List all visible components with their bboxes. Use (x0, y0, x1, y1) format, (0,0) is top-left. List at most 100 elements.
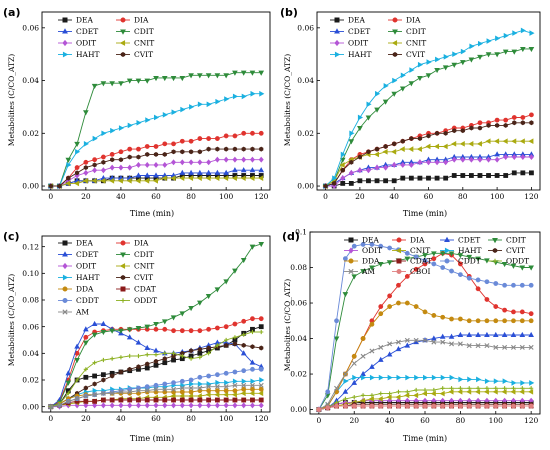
x-tick-label: 120 (254, 192, 269, 201)
legend-item: CDET (330, 27, 370, 36)
data-point (205, 73, 212, 79)
data-point (325, 401, 331, 407)
data-point (434, 130, 440, 136)
data-point (127, 353, 132, 359)
data-point (378, 304, 384, 309)
data-point (118, 164, 124, 171)
data-point (135, 161, 141, 168)
legend-label: CVIT (506, 246, 525, 255)
data-point (457, 341, 463, 347)
data-point (404, 337, 410, 343)
legend-label: DDA (76, 285, 94, 294)
data-point (377, 356, 384, 362)
data-point (145, 151, 150, 157)
data-point (241, 318, 247, 324)
legend-marker (334, 28, 340, 34)
data-point (460, 128, 465, 134)
legend: DEA DIA CDET CDIT ODIT CNIT HAHT CVIT DDA CDAT CDD… (344, 236, 529, 276)
data-point (206, 381, 212, 387)
data-point (258, 316, 264, 322)
data-point (109, 328, 115, 334)
data-point (215, 146, 220, 152)
data-point (240, 175, 246, 181)
data-point (366, 101, 372, 108)
data-point (529, 112, 534, 118)
data-point (170, 315, 177, 321)
legend-label: CNIT (134, 39, 154, 48)
data-point (392, 77, 398, 84)
data-point (249, 175, 255, 181)
data-point (334, 403, 339, 409)
legend-marker (391, 40, 398, 46)
data-point (377, 261, 384, 268)
data-point (196, 175, 202, 181)
data-point (241, 382, 247, 388)
data-point (519, 344, 525, 350)
data-point (466, 318, 472, 324)
legend-label: HAHT (76, 50, 100, 59)
legend-item: CDET (440, 236, 480, 245)
data-point (519, 403, 525, 409)
legend-label: CDIT (506, 236, 526, 245)
data-point (423, 374, 429, 381)
data-point (65, 180, 71, 187)
data-point (431, 387, 436, 393)
data-point (206, 159, 212, 166)
data-point (126, 177, 132, 184)
data-point (386, 351, 393, 357)
data-point (396, 389, 401, 394)
x-tick-label: 40 (385, 416, 395, 425)
data-point (460, 48, 466, 55)
data-point (422, 258, 428, 263)
data-point (101, 377, 106, 383)
data-point (214, 325, 220, 331)
data-point (110, 356, 115, 361)
data-point (258, 366, 264, 372)
legend-marker (62, 309, 68, 315)
data-point (188, 328, 194, 334)
legend: DEA DIA CDET CDIT ODIT CNIT HAHT CVIT DDA CDAT CDD… (58, 239, 157, 317)
legend-item: DIA (116, 16, 149, 25)
data-point (383, 83, 389, 89)
legend-label: DEA (76, 16, 93, 25)
legend-marker (492, 258, 498, 264)
y-tick-label: 0.08 (22, 296, 39, 305)
data-point (249, 167, 256, 173)
data-point (469, 43, 475, 50)
data-point (511, 318, 516, 324)
y-tick-label: 0.02 (22, 376, 39, 385)
data-point (66, 391, 71, 396)
legend-label: DEA (348, 16, 365, 25)
data-point (383, 178, 389, 184)
data-point (214, 372, 220, 378)
data-point (408, 175, 414, 181)
data-point (494, 117, 500, 123)
data-point (250, 146, 255, 152)
data-point (349, 130, 355, 137)
data-point (475, 256, 481, 262)
data-point (100, 154, 106, 160)
data-point (214, 136, 220, 141)
data-point (206, 384, 212, 390)
data-point (101, 130, 107, 137)
data-point (452, 51, 458, 58)
legend-item: CDIT (116, 27, 154, 36)
data-point (224, 337, 229, 343)
legend-item: AM (58, 308, 89, 317)
data-point (391, 91, 398, 97)
data-point (426, 175, 431, 181)
legend-label: HAHT (458, 246, 482, 255)
data-point (161, 175, 167, 181)
data-point (74, 343, 80, 349)
data-point (360, 269, 366, 275)
data-point (179, 311, 186, 317)
data-point (91, 83, 98, 89)
data-point (91, 177, 97, 184)
legend-marker (62, 51, 69, 58)
legend-item: CNIT (116, 39, 154, 48)
legend-marker (62, 17, 68, 23)
data-point (162, 112, 168, 118)
data-point (373, 151, 380, 158)
panel-label: (c) (3, 230, 20, 243)
series-cddt (316, 242, 534, 412)
